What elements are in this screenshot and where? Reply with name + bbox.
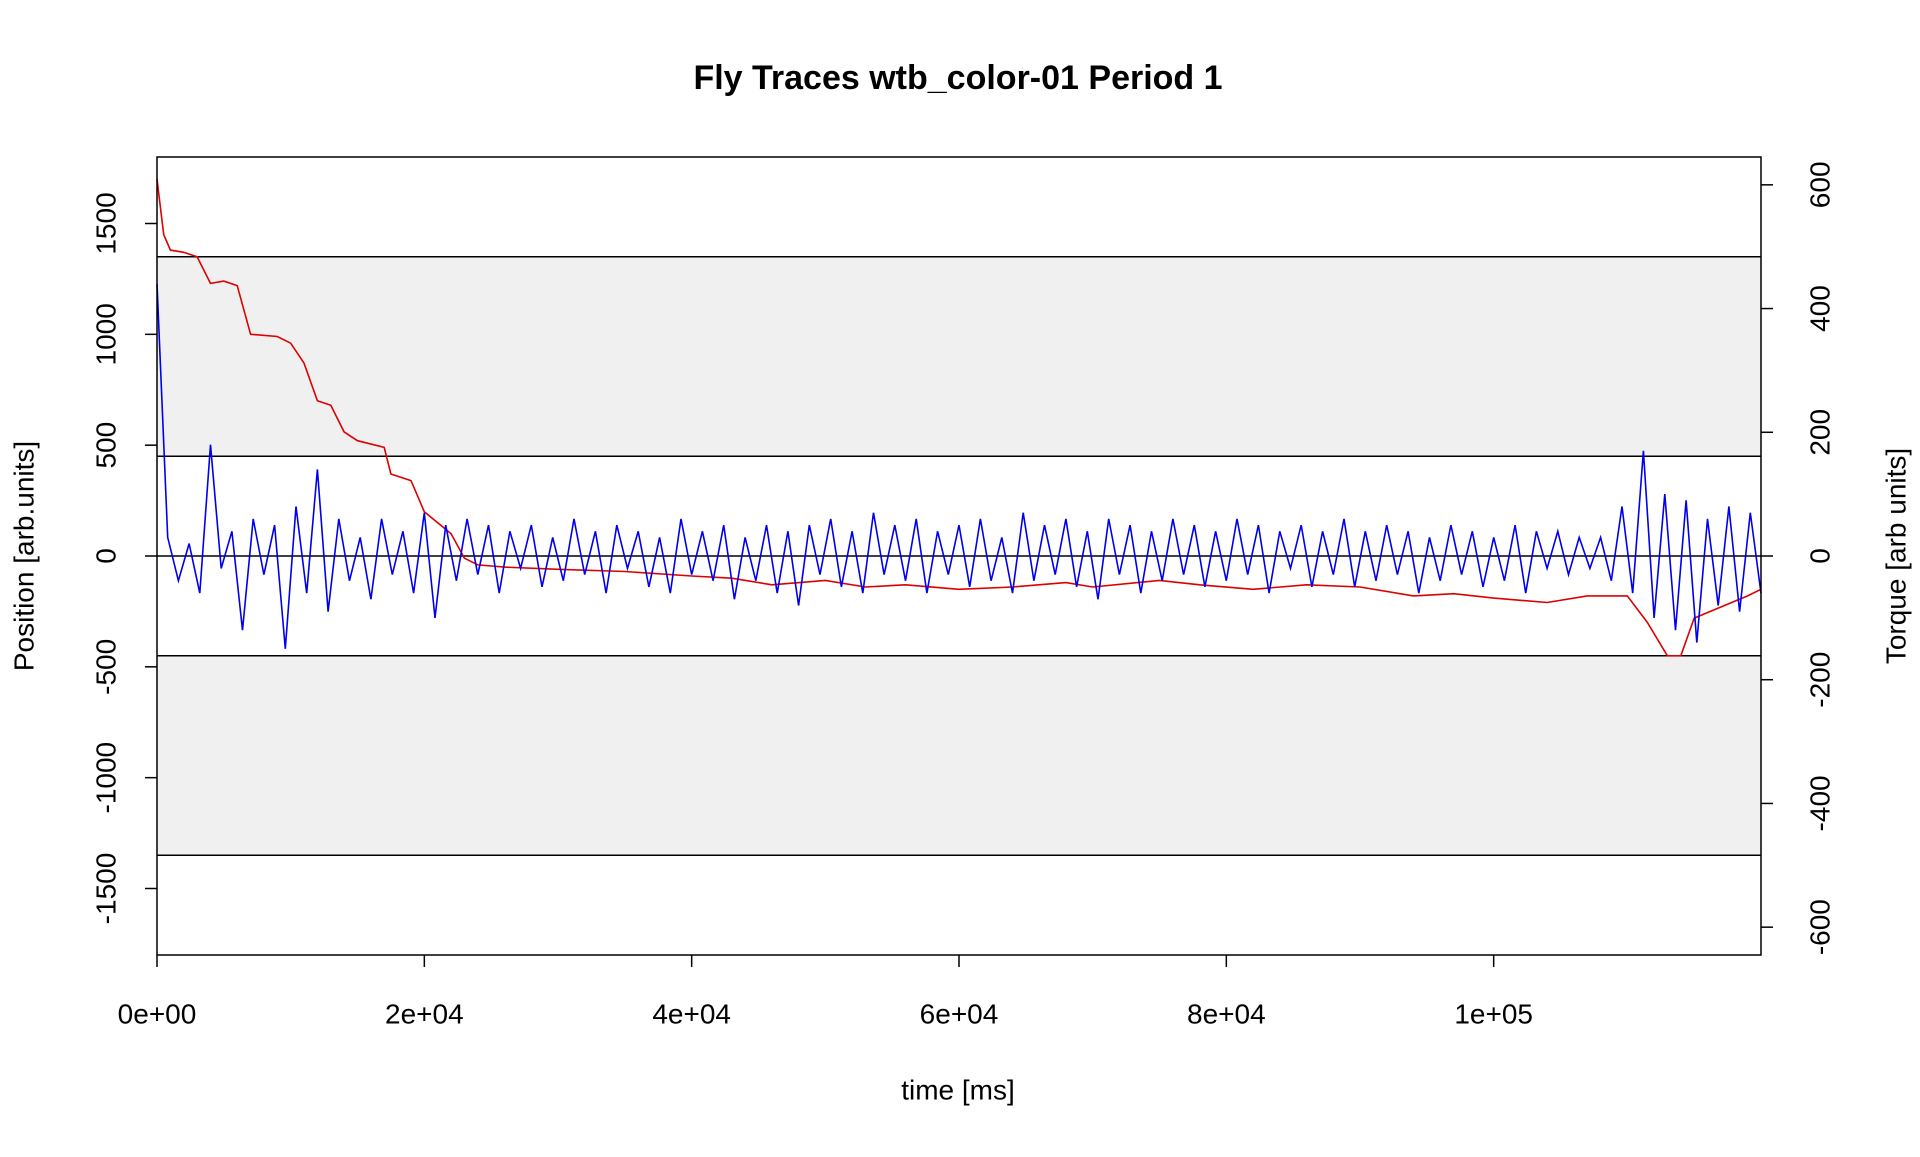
y2-tick-label: -600 xyxy=(1804,899,1835,955)
x-tick-label: 0e+00 xyxy=(118,998,197,1029)
x-tick-label: 4e+04 xyxy=(652,998,731,1029)
y-tick-label: -1000 xyxy=(90,742,121,814)
data-line xyxy=(156,179,1762,657)
band xyxy=(157,655,1761,856)
y2-axis-title: Torque [arb units] xyxy=(1880,448,1911,664)
x-tick-label: 2e+04 xyxy=(385,998,464,1029)
y-tick-label: 1500 xyxy=(90,192,121,254)
y2-tick-label: -200 xyxy=(1804,652,1835,708)
x-tick-label: 8e+04 xyxy=(1187,998,1266,1029)
x-tick-label: 1e+05 xyxy=(1454,998,1533,1029)
chart-title: Fly Traces wtb_color-01 Period 1 xyxy=(693,59,1222,97)
y-axis-title: Position [arb.units] xyxy=(8,441,39,671)
y2-tick-label: -400 xyxy=(1804,775,1835,831)
y-tick-label: -500 xyxy=(90,639,121,695)
y-tick-label: 500 xyxy=(90,422,121,469)
band xyxy=(157,256,1761,457)
x-axis-title: time [ms] xyxy=(901,1074,1015,1105)
y2-tick-label: 400 xyxy=(1804,285,1835,332)
x-tick-label: 6e+04 xyxy=(920,998,999,1029)
y2-tick-label: 200 xyxy=(1804,409,1835,456)
y-tick-label: 1000 xyxy=(90,303,121,365)
data-line xyxy=(156,283,1762,649)
y-tick-label: -1500 xyxy=(90,853,121,925)
y-tick-label: 0 xyxy=(90,548,121,564)
y2-tick-label: 0 xyxy=(1804,548,1835,564)
y2-tick-label: 600 xyxy=(1804,161,1835,208)
